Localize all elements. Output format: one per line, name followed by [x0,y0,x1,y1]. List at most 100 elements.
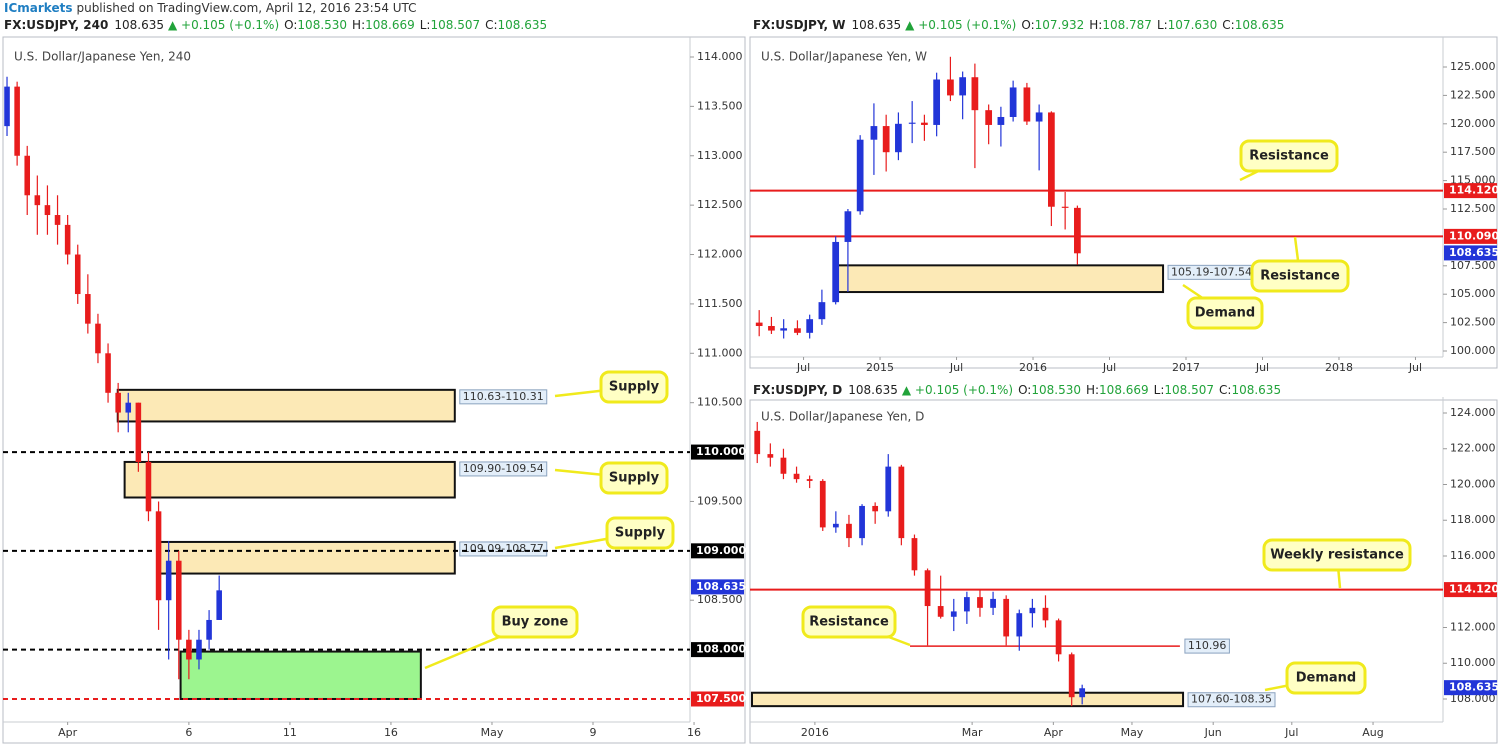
ohlc-key: C: [1219,383,1231,397]
candle-body [780,328,788,331]
candle-body [846,523,852,539]
candle-body [1035,112,1043,122]
ohlc-value: 108.530 [297,18,347,32]
candle-body [64,224,71,255]
candle-body [832,523,839,528]
y-tick-label: 102.500 [1450,316,1496,329]
candle-body [54,215,61,225]
ohlc-key: L: [1154,383,1165,397]
ohlc-value: 108.530 [1031,383,1081,397]
y-tick-label: 108.500 [697,593,743,606]
candle-body [859,505,865,539]
level-tag-label: 110.000 [696,445,746,458]
ray-label: 110.96 [1188,639,1227,652]
x-tick-label: Jun [1204,726,1222,739]
y-tick-label: 109.500 [697,494,743,507]
symbol: FX:USDJPY, D [753,383,842,397]
zone [834,264,1165,294]
candle-body [216,590,222,620]
level-tag-label: 108.635 [1449,246,1499,259]
ray-label-box [1184,638,1230,654]
candle-body [882,126,890,153]
candle-body [898,466,905,539]
x-tick-label: 2015 [866,361,894,374]
candle-body [937,606,944,617]
y-tick-label: 118.000 [1450,513,1496,526]
level-tag-label: 108.000 [696,643,746,656]
ohlc-key: H: [352,18,365,32]
zone-label: 105.19-107.54 [1171,265,1252,278]
candle-body [44,205,51,216]
zone-label-box [459,389,548,405]
legend-header: FX:USDJPY, W 108.635 ▲ +0.105 (+0.1%) O:107… [753,18,1284,32]
x-tick-label: 2018 [1325,361,1353,374]
callout-box [1285,661,1367,695]
candle-body [1023,87,1031,122]
level-tag [691,642,744,658]
ohlc-value: 107.630 [1168,18,1218,32]
x-tick-label: Jul [796,361,810,374]
ohlc-key: C: [485,18,497,32]
level-tag [1444,582,1497,598]
candle-body [895,123,902,153]
x-tick-label: 2016 [1019,361,1047,374]
level-tag [691,579,744,595]
y-tick-label: 112.500 [697,198,743,211]
candle-body [74,254,81,295]
candle-body [870,126,878,140]
candle-body [806,479,813,481]
candle-body [1048,112,1055,207]
x-tick-label: May [481,726,504,739]
level-tag-label: 114.120 [1449,583,1499,596]
callout-box [1239,139,1339,173]
candle-body [1009,87,1017,117]
callout-box [1250,259,1350,293]
ohlc-value: 108.669 [1099,383,1149,397]
candle-body [950,611,957,617]
ohlc-key: H: [1086,383,1099,397]
level-tag-label: 108.635 [1449,681,1499,694]
publish-text: published on TradingView.com, April 12, … [76,1,416,15]
zone-label: 110.63-110.31 [463,390,544,403]
y-tick-label: 114.000 [697,50,743,63]
candle-body [175,560,182,640]
symbol: FX:USDJPY, 240 [4,18,108,32]
candle-body [145,461,152,512]
level-tag-label: 107.500 [696,692,746,705]
candle-body [780,457,787,474]
publisher[interactable]: ICmarkets [4,1,72,15]
ohlc-key: H: [1089,18,1102,32]
candle-body [908,122,916,124]
y-tick-label: 105.000 [1450,287,1496,300]
candle-body [990,598,996,608]
candle-body [4,86,10,127]
y-tick-label: 113.500 [697,99,743,112]
ohlc-value: 108.635 [498,18,548,32]
ohlc-key: L: [1157,18,1168,32]
candle-body [24,155,31,196]
chart-title: U.S. Dollar/Japanese Yen, W [761,50,927,64]
chart-title: U.S. Dollar/Japanese Yen, 240 [14,50,191,64]
callout-box [599,461,669,495]
x-tick-label: Jul [1102,361,1116,374]
candle-body [921,122,928,125]
callout-text: Demand [1296,671,1357,686]
legend-header: FX:USDJPY, 240 108.635 ▲ +0.105 (+0.1%) O:1… [4,18,547,32]
candle-body [794,328,801,333]
y-tick-label: 112.000 [1450,620,1496,633]
candle-body [985,110,993,125]
callout-text: Buy zone [502,615,569,630]
callout-text: Supply [609,380,660,395]
candle-body [911,538,918,571]
ohlc-value: 108.507 [1164,383,1214,397]
candle-body [755,322,763,327]
x-tick-label: 9 [590,726,597,739]
candle-body [165,560,172,601]
ohlc-value: 108.635 [1231,383,1281,397]
candle-body [819,480,826,528]
ohlc-value: 108.669 [365,18,415,32]
ohlc-key: O: [1018,383,1031,397]
zone-label-box [459,461,548,477]
x-tick-label: 11 [283,726,297,739]
callout-text: Demand [1195,306,1256,321]
